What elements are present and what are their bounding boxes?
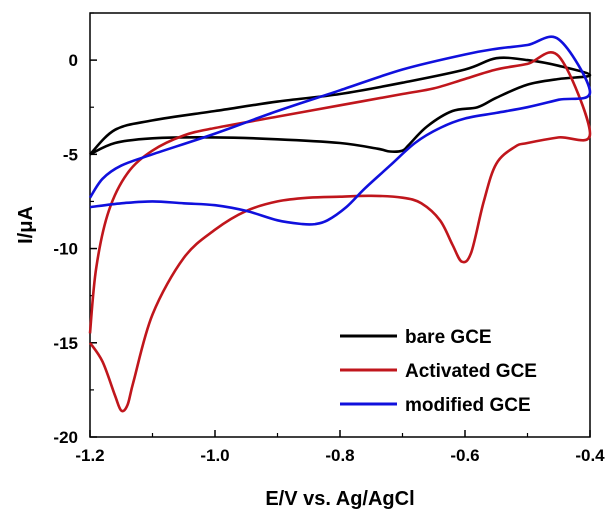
legend-label-bare-gce: bare GCE — [405, 327, 492, 348]
y-tick-label: -15 — [53, 334, 78, 353]
x-tick-label: -0.4 — [575, 446, 605, 465]
legend: bare GCE Activated GCE modified GCE — [340, 327, 537, 416]
y-tick-label: 0 — [69, 51, 78, 70]
y-tick-label: -5 — [63, 145, 78, 164]
x-tick-label: -0.6 — [450, 446, 479, 465]
x-axis-title: E/V vs. Ag/AgCl — [265, 488, 414, 510]
series-layer — [88, 35, 592, 413]
x-tick-label: -0.8 — [325, 446, 354, 465]
y-axis-title: I/μA — [15, 206, 37, 244]
legend-label-modified-gce: modified GCE — [405, 395, 531, 416]
x-tick-label: -1.0 — [200, 446, 229, 465]
series-line-modified-gce — [88, 35, 592, 226]
axis-ticks: -1.2 -1.0 -0.8 -0.6 -0.4 0 -5 -10 -15 -20 — [53, 12, 605, 465]
series-line-activated-gce — [88, 51, 592, 413]
series-line-bare-gce — [89, 56, 592, 156]
y-tick-label: -20 — [53, 428, 78, 447]
legend-label-activated-gce: Activated GCE — [405, 361, 537, 382]
x-tick-label: -1.2 — [75, 446, 104, 465]
y-tick-label: -10 — [53, 240, 78, 259]
